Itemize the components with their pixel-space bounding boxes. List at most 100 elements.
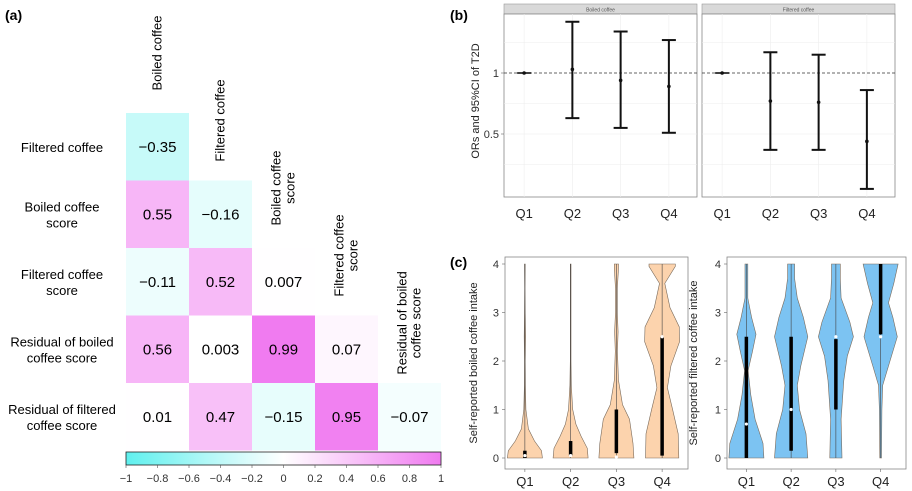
heatmap-cell-value: −0.35 (139, 139, 177, 156)
violin-x-tick-label: Q2 (782, 474, 799, 489)
panel-label-c: (c) (450, 254, 467, 270)
heatmap-cell (315, 383, 378, 451)
panel-label-b: (b) (450, 7, 468, 23)
violin-y-tick-label: 1 (715, 405, 721, 417)
heatmap-row-label: score (46, 283, 78, 298)
heatmap-column-label: Boiled coffee (269, 151, 284, 226)
colorbar-ticks: −1 −0.8 −0.6 −0.4 −0.2 0 0.2 0.4 0.6 0.8 1 (120, 465, 444, 485)
violin-y-tick-label: 1 (493, 405, 499, 417)
heatmap-cell-value: −0.15 (265, 409, 303, 426)
heatmap-column-label: Boiled coffee (150, 16, 165, 91)
heatmap-cell-value: 0.55 (143, 206, 172, 223)
facet-frame (503, 13, 698, 198)
heatmap-cell (252, 248, 315, 316)
forest-y-axis-label: ORs and 95%CI of T2D (470, 43, 482, 158)
heatmap-column-label: score (283, 172, 298, 204)
heatmap-cells: −0.35 0.55 −0.16 −0.11 0.52 0.007 0.56 0.003 0.9… (126, 113, 441, 451)
heatmap-row-label: Filtered coffee (21, 267, 103, 282)
violin-panel: Self-reported filtered coffee intake 0 1 2 3… (688, 256, 907, 489)
heatmap-cell (252, 383, 315, 451)
forest-facet: Filtered coffee Q1 Q2 Q3 Q4 (701, 3, 896, 221)
odds-ratio-point (720, 71, 724, 75)
heatmap-column-label: Filtered coffee (213, 79, 228, 161)
colorbar-tick-label: 0 (280, 473, 286, 485)
colorbar-tick-label: 0.6 (370, 473, 385, 485)
heatmap-cell-value: −0.07 (391, 409, 429, 426)
heatmap-column-label: coffee score (409, 288, 424, 359)
correlation-heatmap-panel: (a) −0.35 0.55 −0.16 −0.11 0.52 0.007 0.56 0.00… (5, 7, 444, 485)
odds-ratio-point (570, 67, 575, 72)
heatmap-cell (126, 113, 189, 181)
forest-facet: Boiled coffee Q1 Q2 Q3 Q4 (503, 3, 698, 221)
colorbar-tick-label: 0.4 (339, 473, 354, 485)
colorbar (125, 451, 442, 466)
violin-y-tick-label: 3 (493, 308, 499, 320)
heatmap-cell-value: 0.56 (143, 341, 172, 358)
heatmap-cell-value: 0.47 (206, 409, 235, 426)
colorbar-tick-label: −0.8 (147, 473, 169, 485)
heatmap-column-label: Filtered coffee (332, 214, 347, 296)
violin-panel: Self-reported boiled coffee intake 0 1 2 3 4 Q… (468, 256, 689, 489)
heatmap-cell-value: 0.52 (206, 274, 235, 291)
violin-y-tick-label: 2 (493, 356, 499, 368)
heatmap-cell (252, 315, 315, 383)
heatmap-row-label: coffee score (27, 418, 98, 433)
violin-y-tick-label: 0 (715, 453, 721, 465)
facet-frame (701, 13, 896, 198)
violin-median-point (789, 407, 793, 412)
violin-x-tick-label: Q3 (608, 474, 625, 489)
forest-x-tick-label: Q4 (858, 206, 875, 221)
heatmap-row-label: coffee score (27, 350, 98, 365)
violin-median-point (744, 422, 748, 426)
violin-y-axis-label: Self-reported boiled coffee intake (468, 282, 480, 443)
violin-x-tick-label: Q4 (653, 474, 670, 489)
heatmap-cell (189, 383, 252, 451)
heatmap-cell (126, 180, 189, 248)
violin-plot-panel: (c) Self-reported boiled coffee intake 0 1… (450, 254, 907, 489)
heatmap-cell-value: 0.007 (265, 274, 303, 291)
colorbar-tick-label: −1 (120, 473, 133, 485)
violin-x-tick-label: Q3 (827, 474, 844, 489)
violin-median-point (569, 453, 573, 458)
heatmap-cell-value: 0.07 (332, 341, 361, 358)
heatmap-row-label: Filtered coffee (21, 140, 103, 155)
odds-ratio-point (865, 139, 869, 144)
violin-x-tick-label: Q2 (562, 474, 579, 489)
heatmap-cell (378, 383, 441, 451)
colorbar-tick-label: 1 (438, 473, 444, 485)
violin-x-tick-label: Q1 (738, 474, 755, 489)
colorbar-tick-label: 0.2 (307, 473, 322, 485)
violin-panels: Self-reported boiled coffee intake 0 1 2 3 4 Q… (468, 256, 907, 489)
forest-x-tick-label: Q2 (564, 206, 581, 221)
heatmap-cell-value: 0.003 (202, 341, 240, 358)
facet-strip-label: Boiled coffee (586, 8, 615, 14)
violin-y-tick-label: 2 (715, 356, 721, 368)
odds-ratio-point (522, 71, 526, 75)
colorbar-tick-label: −0.6 (178, 473, 200, 485)
violin-y-tick-label: 4 (493, 259, 499, 271)
heatmap-cell-value: −0.11 (139, 274, 176, 291)
violin-median-point (660, 335, 664, 339)
forest-x-tick-label: Q1 (713, 206, 730, 221)
heatmap-column-labels: Boiled coffee Filtered coffee Boiled coffe… (150, 16, 424, 375)
heatmap-column-label: score (346, 240, 361, 272)
forest-x-tick-label: Q3 (612, 206, 629, 221)
violin-median-point (879, 335, 883, 339)
heatmap-cell (189, 315, 252, 383)
heatmap-cell-value: −0.16 (202, 206, 240, 223)
odds-ratio-point (618, 78, 623, 83)
panel-label-a: (a) (5, 7, 22, 23)
heatmap-row-label: Residual of boiled (10, 334, 113, 349)
violin-y-tick-label: 3 (715, 308, 721, 320)
heatmap-cell (126, 383, 189, 451)
colorbar-tick-label: −0.2 (241, 473, 263, 485)
violin-x-tick-label: Q4 (872, 474, 889, 489)
violin-median-point (614, 455, 618, 459)
violin-x-tick-label: Q1 (516, 474, 533, 489)
heatmap-row-label: score (46, 215, 78, 230)
forest-y-tick-label: 1 (493, 68, 499, 80)
heatmap-cell (189, 180, 252, 248)
forest-y-tick-label: 0.5 (484, 129, 499, 141)
